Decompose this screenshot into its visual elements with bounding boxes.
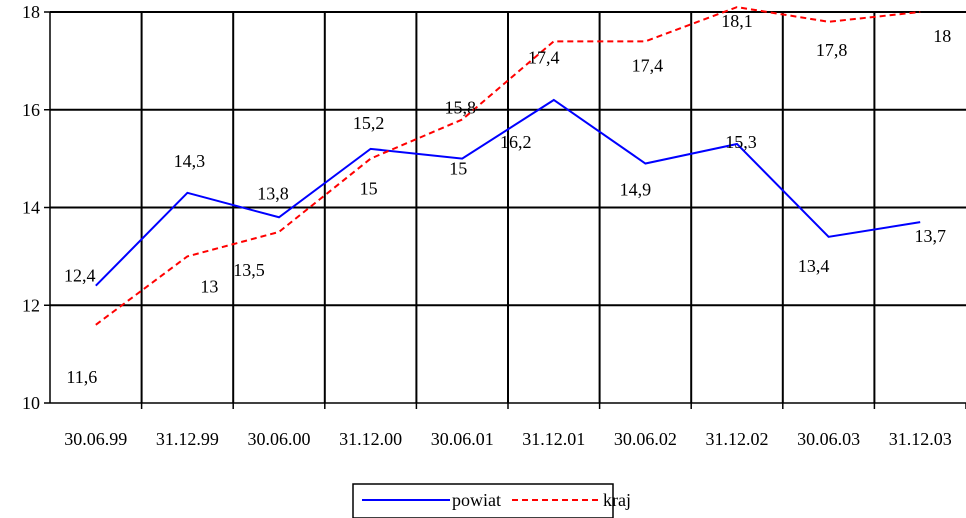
data-label-kraj-5: 17,4 — [528, 47, 560, 67]
x-tick-label-6: 30.06.02 — [614, 429, 677, 449]
y-tick-label-16: 16 — [22, 100, 40, 120]
y-tick-label-14: 14 — [22, 198, 40, 218]
x-tick-label-9: 31.12.03 — [889, 429, 952, 449]
data-label-powiat-3: 15,2 — [353, 113, 385, 133]
data-label-powiat-9: 13,7 — [914, 226, 946, 246]
x-tick-label-7: 31.12.02 — [706, 429, 769, 449]
x-tick-label-5: 31.12.01 — [522, 429, 585, 449]
x-tick-label-0: 30.06.99 — [64, 429, 127, 449]
legend-label-powiat: powiat — [452, 490, 501, 510]
legend: powiat kraj — [352, 483, 631, 518]
legend-label-kraj: kraj — [603, 490, 631, 510]
data-label-kraj-7: 18,1 — [721, 11, 753, 31]
x-axis-ticks: 30.06.99 31.12.99 30.06.00 31.12.00 30.06.01… — [64, 403, 966, 449]
data-label-kraj-3: 15 — [360, 179, 378, 199]
data-label-powiat-4: 15 — [449, 159, 467, 179]
data-label-kraj-4: 15,8 — [444, 98, 476, 118]
x-tick-label-2: 30.06.00 — [248, 429, 311, 449]
y-tick-label-12: 12 — [22, 295, 40, 315]
data-label-powiat-2: 13,8 — [257, 183, 289, 203]
data-label-powiat-5: 16,2 — [500, 132, 532, 152]
data-label-powiat-6: 14,9 — [620, 180, 652, 200]
data-label-powiat-7: 15,3 — [725, 132, 757, 152]
series-line-powiat — [95, 98, 921, 287]
data-label-kraj-8: 17,8 — [816, 40, 848, 60]
data-label-powiat-0: 12,4 — [64, 266, 96, 286]
data-label-powiat-8: 13,4 — [798, 256, 830, 276]
data-label-kraj-9: 18 — [933, 26, 951, 46]
data-label-kraj-1: 13 — [200, 276, 218, 296]
y-tick-label-10: 10 — [22, 393, 40, 413]
data-label-powiat-1: 14,3 — [174, 151, 206, 171]
series-line-kraj — [95, 6, 921, 326]
data-label-kraj-2: 13,5 — [233, 260, 265, 280]
x-tick-label-8: 30.06.03 — [797, 429, 860, 449]
grid-lines — [50, 11, 966, 403]
series-lines — [95, 6, 921, 326]
x-tick-label-4: 30.06.01 — [431, 429, 494, 449]
y-tick-label-18: 18 — [22, 2, 40, 22]
x-tick-label-1: 31.12.99 — [156, 429, 219, 449]
y-axis-ticks: 10 12 14 16 18 — [22, 2, 50, 413]
data-label-kraj-0: 11,6 — [66, 367, 97, 387]
data-label-kraj-6: 17,4 — [632, 55, 664, 75]
data-labels: 12,4 14,3 13,8 15,2 15 16,2 14,9 15,3 13,4 13,7 11… — [64, 11, 951, 387]
x-tick-label-3: 31.12.00 — [339, 429, 402, 449]
